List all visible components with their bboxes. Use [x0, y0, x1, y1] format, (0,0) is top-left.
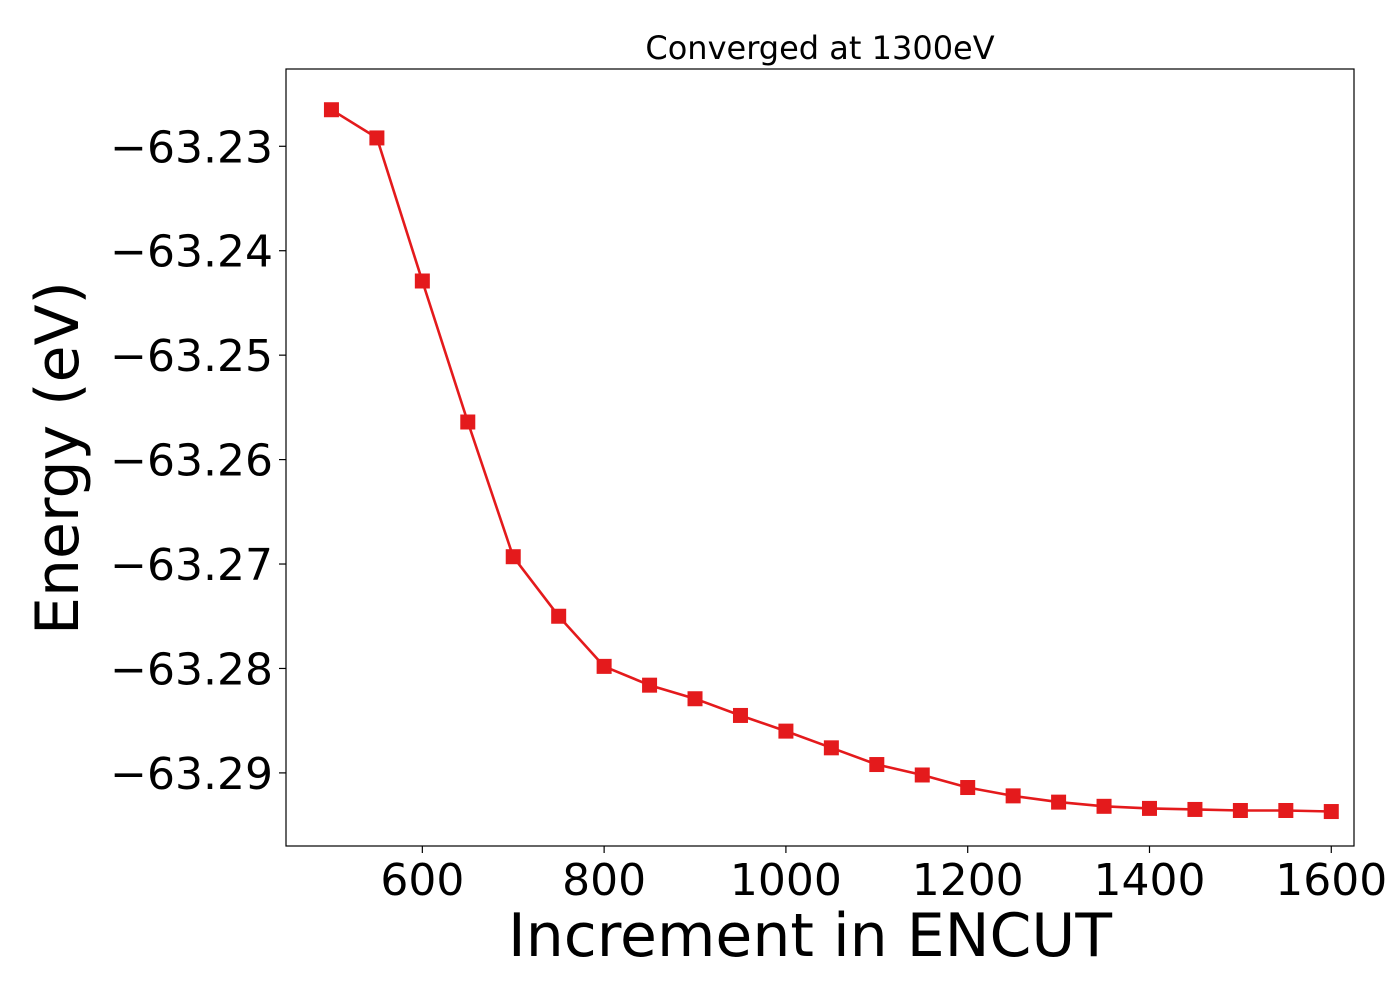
y-tick-label: −63.26: [110, 436, 273, 487]
y-tick-label: −63.27: [110, 540, 273, 591]
x-axis-label: Increment in ENCUT: [508, 901, 1112, 971]
data-point: [369, 130, 385, 146]
data-point: [1278, 802, 1294, 818]
data-point: [687, 691, 703, 707]
x-tick-label: 1400: [1093, 855, 1205, 906]
x-axis: 600 800 1000 1200 1400 1600: [380, 846, 1387, 906]
data-point: [1232, 802, 1248, 818]
data-point: [914, 767, 930, 783]
data-point: [823, 740, 839, 756]
data-point: [1141, 800, 1157, 816]
y-tick-label: −63.25: [110, 331, 273, 382]
chart-title: Converged at 1300eV: [645, 29, 994, 67]
data-point: [1096, 798, 1112, 814]
data-point: [642, 677, 658, 693]
plot-area: [285, 68, 1355, 847]
data-point: [778, 723, 794, 739]
x-tick-label: 800: [562, 855, 646, 906]
plot-frame: [285, 68, 1355, 847]
data-point: [732, 707, 748, 723]
data-point: [869, 757, 885, 773]
y-axis: −63.23 −63.24 −63.25 −63.26 −63.27 −63.28 −63.…: [110, 122, 286, 800]
x-tick-label: 1200: [912, 855, 1024, 906]
data-point: [460, 414, 476, 430]
data-point: [1051, 794, 1067, 810]
x-tick-label: 1600: [1275, 855, 1387, 906]
data-point: [1005, 788, 1021, 804]
y-tick-label: −63.28: [110, 644, 273, 695]
data-point: [505, 549, 521, 565]
x-tick-label: 600: [380, 855, 464, 906]
data-point: [1187, 801, 1203, 817]
x-tick-label: 1000: [730, 855, 842, 906]
y-tick-label: −63.24: [110, 227, 273, 278]
data-point: [551, 608, 567, 624]
series-layer: [323, 102, 1339, 820]
y-tick-label: −63.23: [110, 122, 273, 173]
data-point: [960, 780, 976, 796]
data-point: [596, 658, 612, 674]
y-tick-label: −63.29: [110, 749, 273, 800]
data-point: [1323, 804, 1339, 820]
series-line: [330, 108, 1332, 813]
y-axis-label: Energy (eV): [23, 281, 93, 635]
data-point: [414, 273, 430, 289]
data-point: [323, 102, 339, 118]
